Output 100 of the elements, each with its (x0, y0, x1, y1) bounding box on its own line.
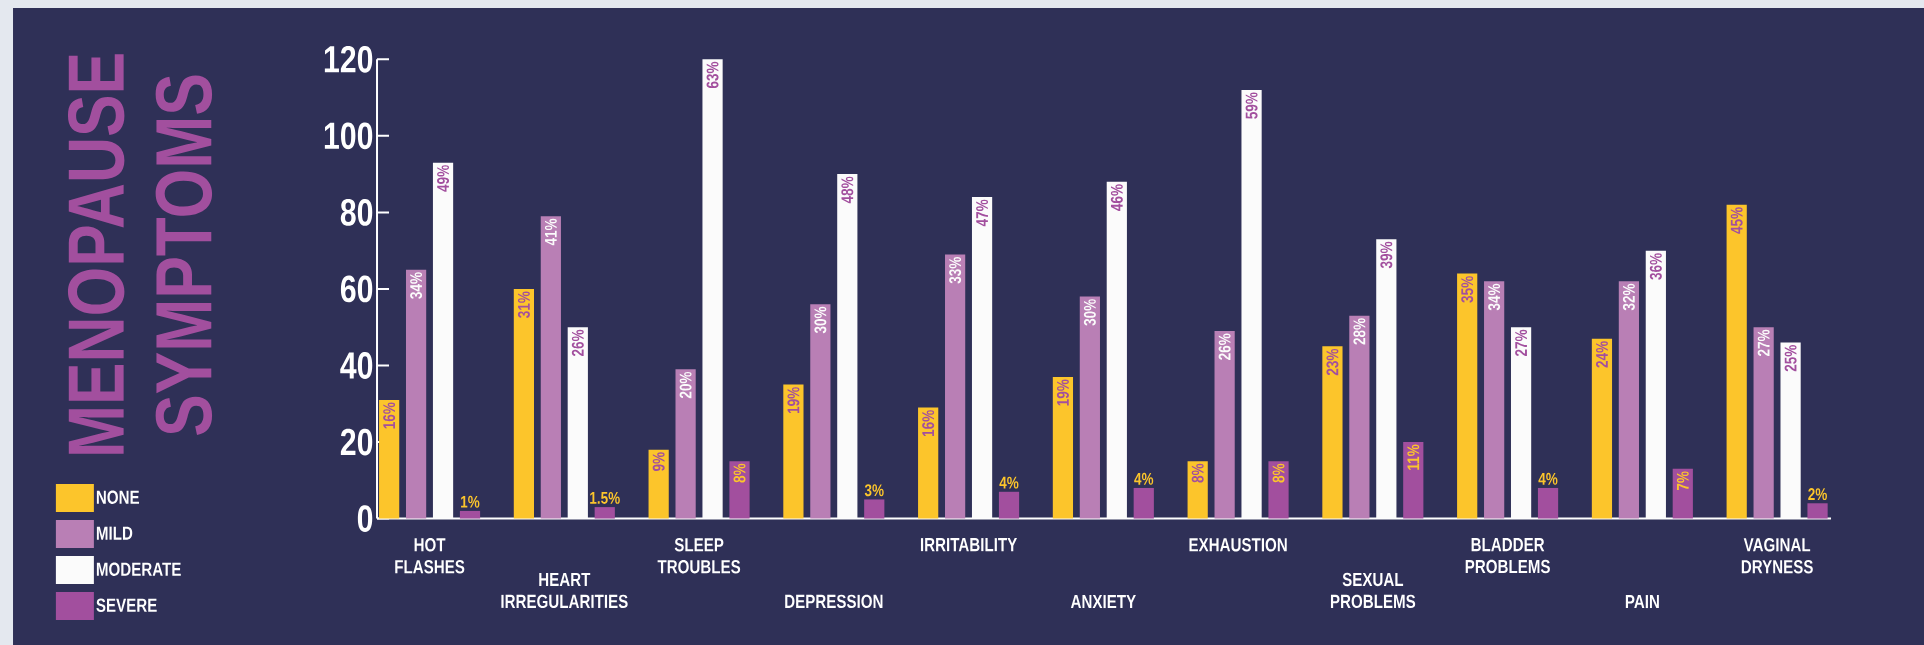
bar (594, 507, 615, 519)
annotation: 41% (544, 218, 557, 246)
bar (405, 269, 427, 519)
annotation: 59% (1245, 92, 1258, 119)
x-tick-label: EXHAUSTION (1189, 538, 1287, 552)
annotation: 39% (1380, 241, 1393, 269)
x-tick-label: BLADDER PROBLEMS (1465, 538, 1550, 574)
annotation: 11% (1407, 444, 1420, 470)
bar (1214, 331, 1235, 519)
bar (945, 254, 966, 519)
bar (864, 499, 885, 519)
annotation: 3% (864, 484, 884, 497)
annotation: 25% (1784, 345, 1797, 372)
annotation: 4% (999, 476, 1019, 489)
bar (1403, 442, 1424, 519)
annotation: 48% (841, 176, 854, 204)
annotation: 35% (1461, 276, 1474, 303)
bar (1537, 487, 1559, 519)
bar (1726, 204, 1747, 519)
bar (918, 407, 939, 519)
x-tick-label: VAGINAL DRYNESS (1741, 538, 1813, 574)
bar (513, 288, 535, 519)
bar (1807, 503, 1828, 519)
bar (1268, 461, 1289, 519)
annotation: 34% (410, 272, 423, 299)
legend-label: MODERATE (96, 562, 181, 576)
annotation: 31% (517, 291, 530, 318)
x-tick-label: IRRITABILITY (920, 538, 1018, 552)
annotation: 49% (437, 165, 450, 192)
annotation: 24% (1595, 341, 1608, 368)
annotation: 20% (679, 371, 692, 399)
annotation: 19% (1056, 379, 1069, 406)
bar (1591, 338, 1613, 519)
bar (648, 449, 669, 519)
annotation: 1.5% (590, 491, 620, 504)
annotation: 28% (1353, 318, 1366, 345)
annotation: 36% (1649, 253, 1662, 280)
annotation: 4% (1538, 472, 1558, 485)
bar (379, 399, 400, 519)
bar (1052, 376, 1074, 519)
bar (1079, 296, 1100, 519)
x-tick-label: SEXUAL PROBLEMS (1330, 572, 1416, 609)
annotation: 9% (652, 452, 665, 471)
annotation: 16% (383, 402, 396, 429)
legend-label: MILD (96, 526, 133, 540)
bar (1133, 487, 1154, 519)
y-tick-label: 40 (340, 352, 373, 379)
y-tick-label: 0 (357, 505, 373, 532)
bar (1457, 273, 1478, 519)
y-tick-label: 60 (340, 275, 373, 303)
bar (1349, 315, 1370, 519)
bar (1187, 461, 1208, 519)
y-tick-label: 100 (324, 122, 373, 150)
annotation: 7% (1676, 471, 1689, 491)
annotation: 8% (1191, 463, 1204, 483)
annotation: 30% (1083, 299, 1096, 326)
annotation: 46% (1110, 184, 1123, 211)
bar (459, 510, 481, 519)
legend-label: SEVERE (96, 598, 157, 612)
annotation: 32% (1622, 283, 1635, 311)
annotation: 19% (787, 387, 800, 414)
x-tick-label: SLEEP TROUBLES (657, 538, 741, 574)
annotation: 23% (1326, 348, 1339, 376)
bar (1672, 468, 1693, 519)
annotation: 30% (814, 306, 827, 334)
text: MENOPAUSE SYMPTOMS (67, 54, 213, 454)
annotation: 45% (1730, 207, 1743, 234)
annotation: 63% (706, 61, 719, 89)
bar (1753, 327, 1774, 519)
bar (998, 491, 1020, 519)
bar (675, 369, 696, 519)
annotation: 8% (1272, 463, 1285, 483)
annotation: 26% (1218, 333, 1231, 360)
annotation: 2% (1808, 488, 1827, 501)
x-tick-label: HOT FLASHES (395, 538, 465, 574)
annotation: 4% (1134, 472, 1154, 485)
bar (1484, 281, 1505, 519)
bar (729, 461, 750, 519)
annotation: 34% (1488, 283, 1501, 311)
y-tick-label: 80 (340, 198, 373, 226)
bar (1618, 281, 1639, 519)
annotation: 27% (1515, 329, 1528, 357)
y-tick-label: 120 (324, 45, 373, 73)
annotation: 1% (461, 495, 480, 508)
bar (783, 384, 804, 519)
legend-label: NONE (96, 490, 140, 504)
annotation: 26% (571, 329, 584, 357)
x-tick-label: ANXIETY (1070, 595, 1136, 609)
x-tick-label: DEPRESSION (785, 594, 883, 609)
annotation: 33% (949, 257, 962, 284)
bar (540, 216, 561, 519)
bar (810, 304, 831, 519)
bar (1322, 346, 1343, 519)
annotation: 8% (733, 463, 746, 483)
x-tick-label: PAIN (1625, 595, 1659, 609)
annotation: 16% (922, 410, 935, 437)
x-tick-label: HEART IRREGULARITIES (501, 572, 628, 609)
annotation: 47% (976, 199, 989, 227)
annotation: 27% (1757, 329, 1770, 357)
y-tick-label: 20 (340, 428, 373, 456)
